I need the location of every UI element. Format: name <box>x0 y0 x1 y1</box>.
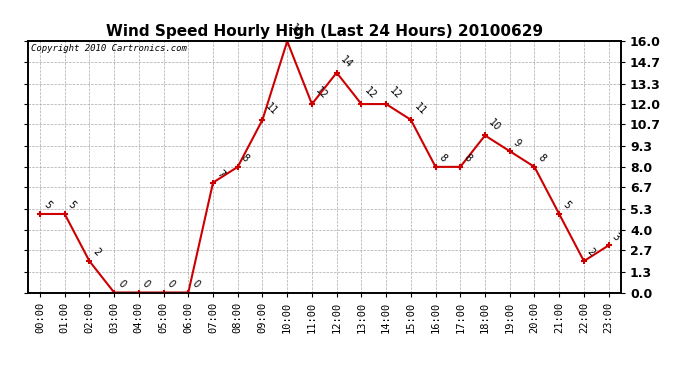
Text: 5: 5 <box>66 200 77 211</box>
Text: 11: 11 <box>412 101 428 117</box>
Text: 0: 0 <box>190 278 201 290</box>
Text: 8: 8 <box>462 153 473 164</box>
Text: Copyright 2010 Cartronics.com: Copyright 2010 Cartronics.com <box>30 44 186 53</box>
Text: 16: 16 <box>288 23 304 39</box>
Text: 8: 8 <box>239 153 250 164</box>
Text: 3: 3 <box>610 231 622 243</box>
Text: 8: 8 <box>536 153 547 164</box>
Text: 5: 5 <box>41 200 53 211</box>
Text: 12: 12 <box>313 86 329 101</box>
Text: 0: 0 <box>165 278 177 290</box>
Text: 0: 0 <box>140 278 152 290</box>
Title: Wind Speed Hourly High (Last 24 Hours) 20100629: Wind Speed Hourly High (Last 24 Hours) 2… <box>106 24 543 39</box>
Text: 7: 7 <box>215 168 226 180</box>
Text: 11: 11 <box>264 101 279 117</box>
Text: 12: 12 <box>363 86 379 101</box>
Text: 14: 14 <box>338 54 354 70</box>
Text: 2: 2 <box>585 247 597 258</box>
Text: 9: 9 <box>511 137 522 148</box>
Text: 5: 5 <box>560 200 572 211</box>
Text: 12: 12 <box>388 86 404 101</box>
Text: 10: 10 <box>486 117 502 133</box>
Text: 2: 2 <box>91 247 102 258</box>
Text: 8: 8 <box>437 153 448 164</box>
Text: 0: 0 <box>115 278 127 290</box>
